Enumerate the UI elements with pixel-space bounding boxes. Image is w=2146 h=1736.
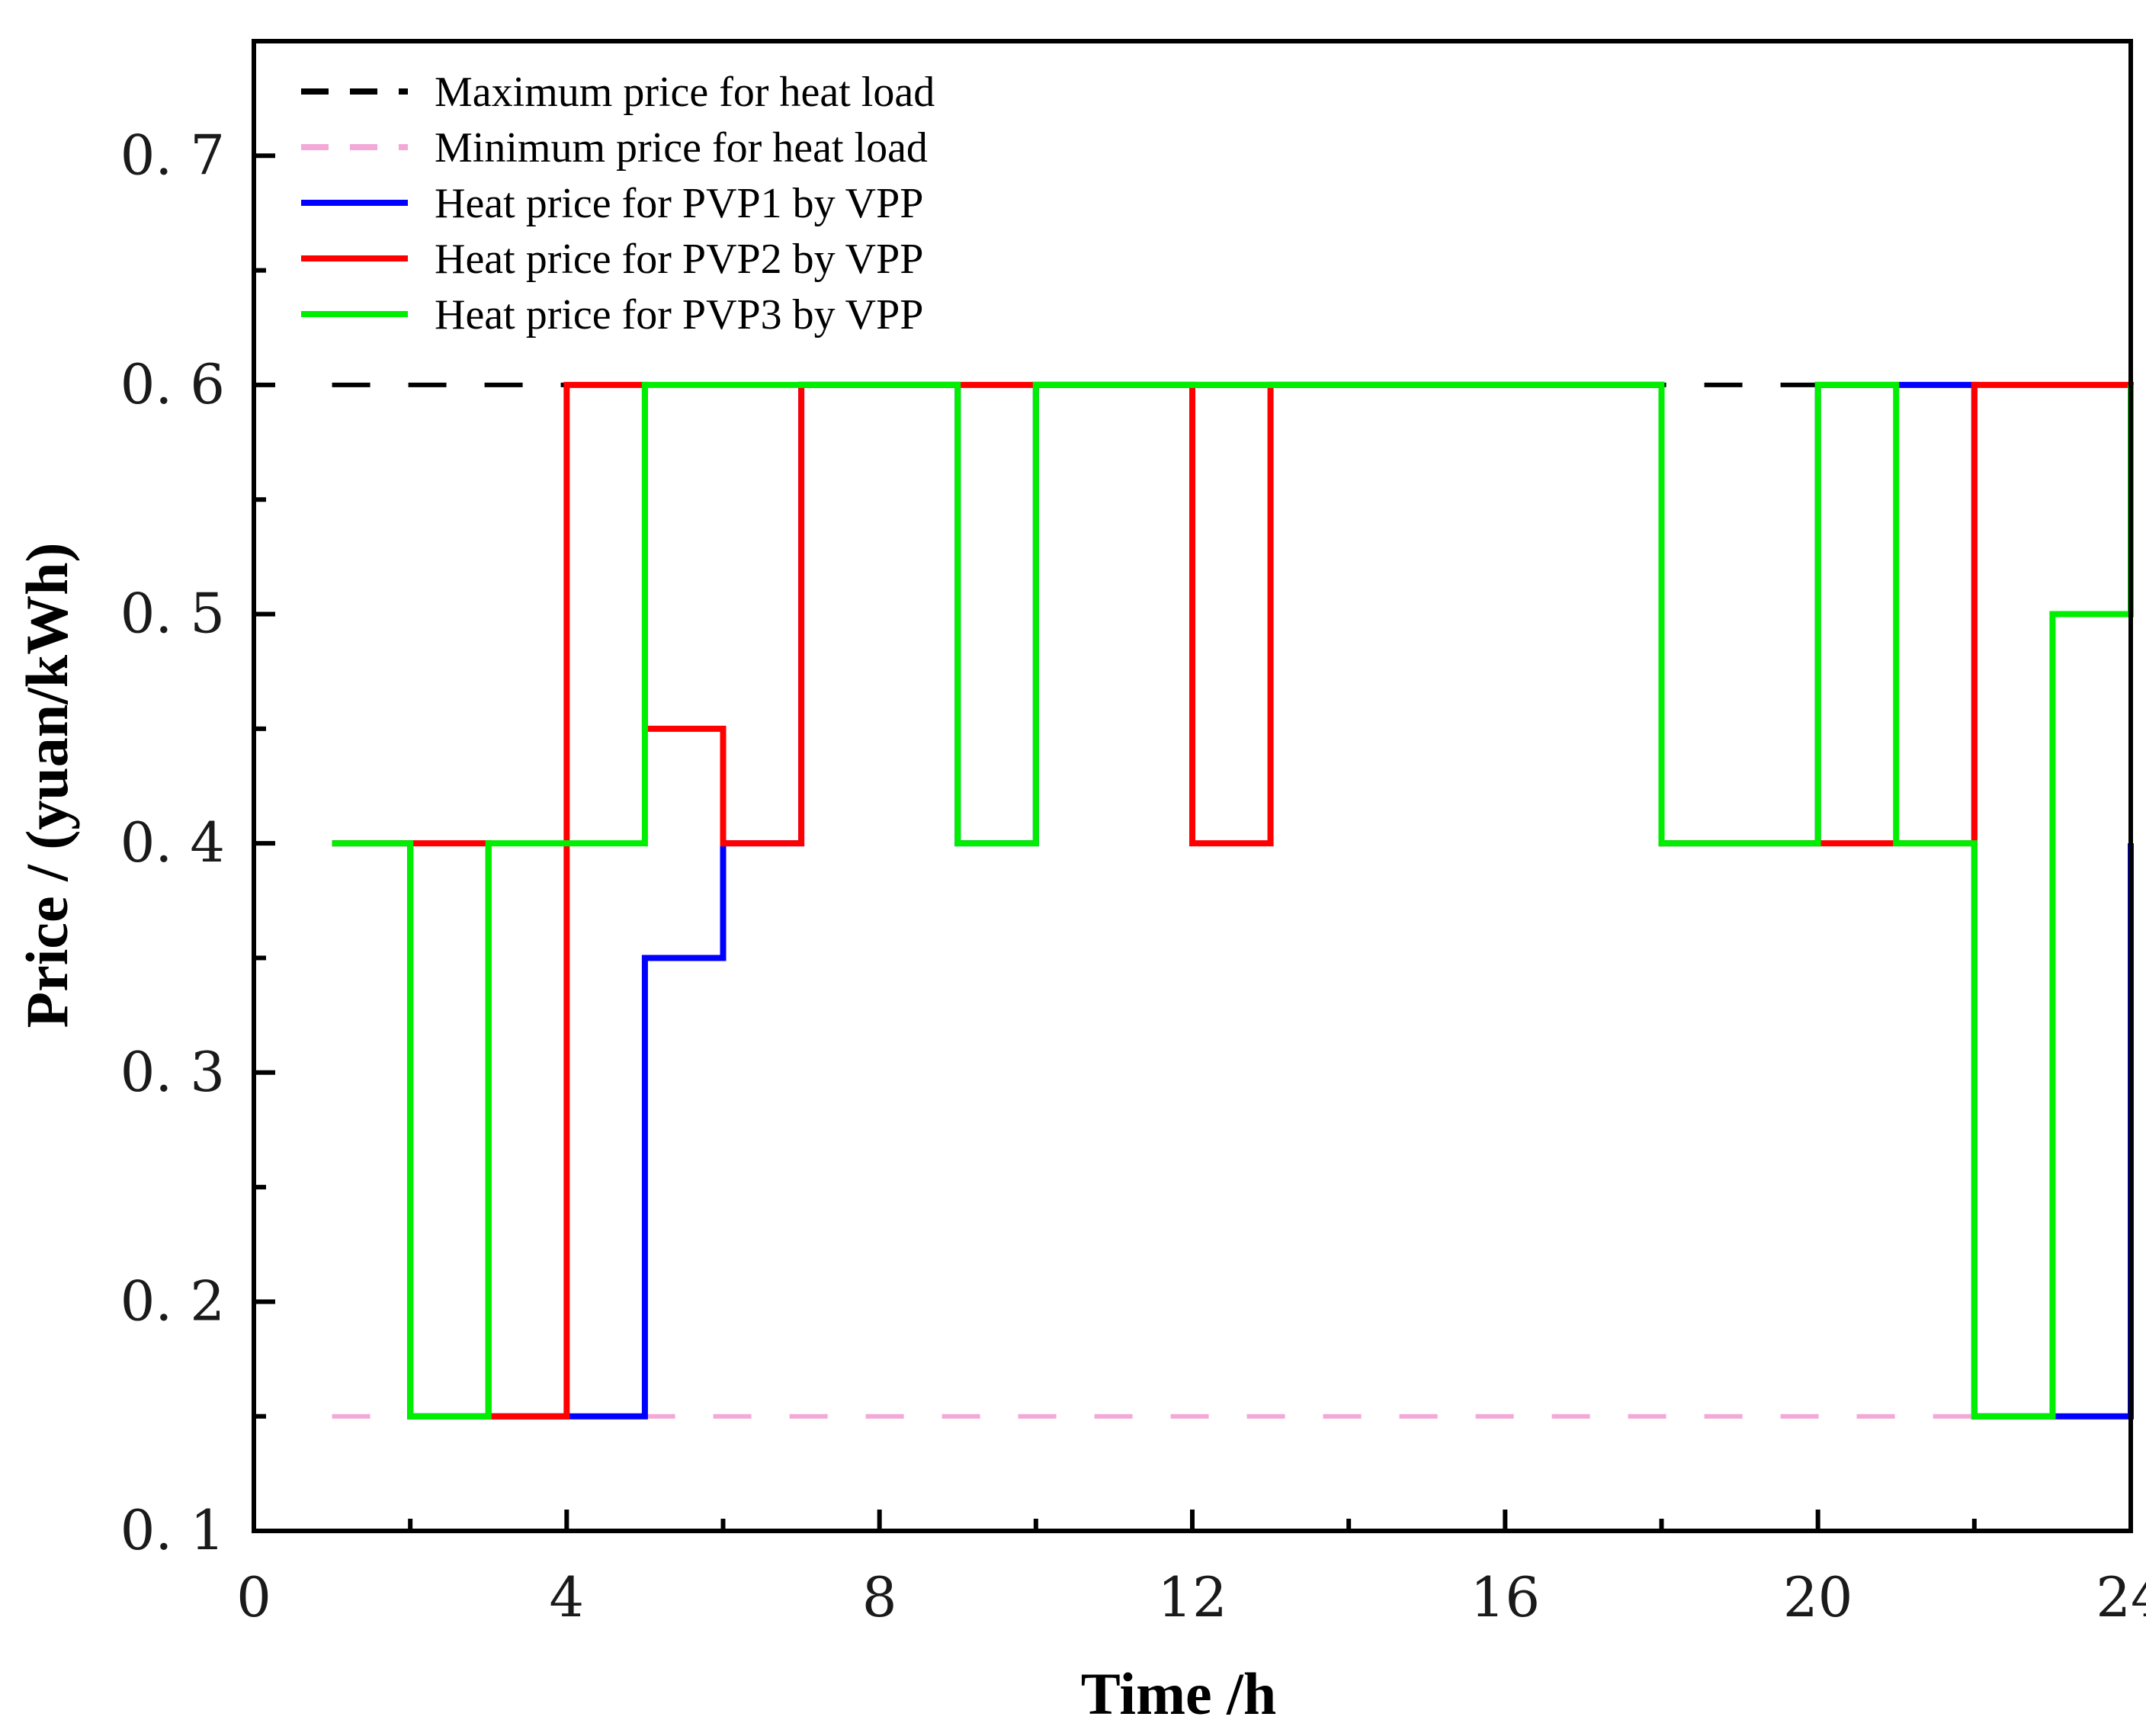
y-axis-title: Price / (yuan/kWh) (14, 543, 80, 1028)
legend-label: Minimum price for heat load (435, 124, 928, 172)
x-tick-label: 24 (2096, 1565, 2146, 1629)
series-line-heat-price-for-pvp3-by-vpp (332, 381, 2134, 1420)
legend: Maximum price for heat load Minimum price… (301, 69, 935, 339)
series-line-heat-price-for-pvp1-by-vpp (332, 381, 2134, 1420)
y-tick-label: 0. 6 (120, 352, 225, 416)
y-tick-label: 0. 3 (120, 1040, 225, 1104)
x-tick-label: 12 (1157, 1565, 1227, 1629)
ticks-layer: 0 4 8 12 16 20 24 0. 1 0. 2 0. 3 0. 4 0. 5 0. 6 0. 7 (120, 39, 2146, 1629)
y-tick-label: 0. 2 (120, 1269, 225, 1333)
y-tick-label: 0. 1 (120, 1498, 225, 1562)
x-tick-label: 16 (1471, 1565, 1541, 1629)
x-tick-label: 20 (1783, 1565, 1853, 1629)
series-layer (332, 381, 2134, 1420)
legend-label: Heat price for PVP1 by VPP (435, 180, 923, 227)
x-tick-label: 4 (549, 1565, 584, 1629)
y-tick-label: 0. 7 (120, 123, 225, 187)
y-tick-label: 0. 5 (120, 582, 225, 646)
series-line-heat-price-for-pvp2-by-vpp (332, 381, 2134, 1420)
legend-label: Heat price for PVP3 by VPP (435, 291, 923, 339)
y-tick-label: 0. 4 (120, 810, 225, 874)
legend-label: Heat price for PVP2 by VPP (435, 236, 923, 283)
x-tick-label: 8 (862, 1565, 897, 1629)
x-tick-label: 0 (236, 1565, 271, 1629)
legend-label: Maximum price for heat load (435, 69, 935, 116)
x-axis-title: Time /h (1081, 1661, 1276, 1727)
